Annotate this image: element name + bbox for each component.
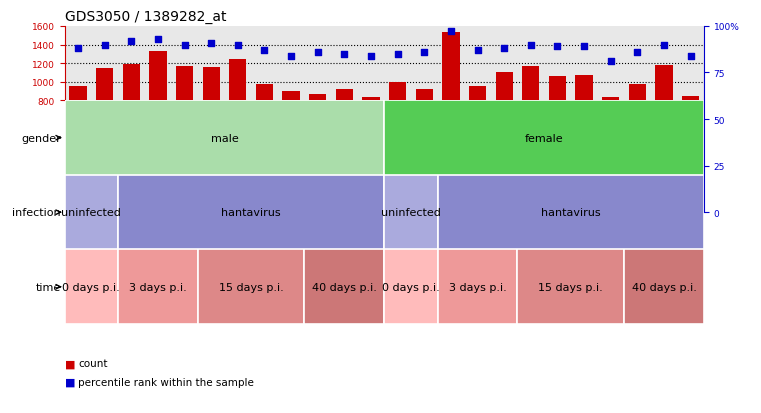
Bar (65, 101, 384, 176)
Point (498, 46, 510, 52)
Point (72, 46, 84, 52)
Text: 15 days p.i.: 15 days p.i. (218, 282, 284, 292)
Point (338, 51, 350, 58)
Bar (256, 172, 273, 213)
Point (658, 42, 670, 49)
Text: 3 days p.i.: 3 days p.i. (129, 282, 186, 292)
Text: 40 days p.i.: 40 days p.i. (312, 282, 377, 292)
Text: female: female (525, 133, 563, 143)
Bar (384, 250, 438, 324)
Point (151, 36, 164, 43)
Text: hantavirus: hantavirus (541, 208, 600, 218)
Point (365, 53, 377, 60)
Bar (176, 127, 193, 213)
Bar (149, 90, 167, 213)
Text: 40 days p.i.: 40 days p.i. (632, 282, 696, 292)
Point (684, 53, 696, 60)
Point (391, 51, 403, 58)
Point (178, 42, 190, 49)
Bar (602, 204, 619, 213)
Bar (384, 176, 438, 250)
Bar (118, 250, 198, 324)
Point (471, 47, 484, 54)
Text: hantavirus: hantavirus (221, 208, 281, 218)
Bar (304, 250, 384, 324)
Point (578, 44, 590, 50)
Bar (198, 250, 304, 324)
Point (205, 40, 218, 47)
Bar (336, 185, 353, 213)
Text: GDS3050 / 1389282_at: GDS3050 / 1389282_at (65, 10, 226, 24)
Bar (384, 101, 704, 176)
Bar (229, 108, 247, 213)
Bar (123, 121, 140, 213)
Bar (442, 43, 460, 213)
Bar (629, 172, 646, 213)
Bar (517, 250, 624, 324)
Text: infection: infection (12, 208, 61, 218)
Bar (575, 150, 593, 213)
Bar (65, 176, 118, 250)
Point (524, 42, 537, 49)
Text: percentile rank within the sample: percentile rank within the sample (78, 377, 254, 387)
Bar (202, 130, 220, 213)
Bar (389, 166, 406, 213)
Point (231, 42, 244, 49)
Text: time: time (36, 282, 61, 292)
Text: uninfected: uninfected (381, 208, 441, 218)
Bar (522, 128, 540, 213)
Bar (438, 250, 517, 324)
Bar (96, 133, 113, 213)
Bar (69, 176, 87, 213)
Point (604, 59, 616, 65)
Text: uninfected: uninfected (62, 208, 121, 218)
Text: ■: ■ (65, 358, 75, 368)
Point (98, 42, 111, 49)
Bar (118, 176, 384, 250)
Bar (309, 197, 326, 213)
Point (444, 29, 457, 36)
Point (285, 53, 297, 60)
Text: count: count (78, 358, 108, 368)
Text: ■: ■ (65, 377, 75, 387)
Text: 0 days p.i.: 0 days p.i. (382, 282, 440, 292)
Bar (469, 178, 486, 213)
Bar (65, 250, 118, 324)
Bar (282, 188, 300, 213)
Text: 3 days p.i.: 3 days p.i. (449, 282, 506, 292)
Point (125, 38, 137, 45)
Bar (362, 204, 380, 213)
Text: gender: gender (21, 133, 61, 143)
Bar (438, 176, 704, 250)
Point (312, 50, 324, 56)
Bar (549, 152, 566, 213)
Text: 15 days p.i.: 15 days p.i. (538, 282, 603, 292)
Bar (416, 185, 433, 213)
Bar (495, 141, 513, 213)
Text: 0 days p.i.: 0 days p.i. (62, 282, 120, 292)
Point (419, 50, 431, 56)
Bar (682, 202, 699, 213)
Point (631, 50, 643, 56)
Bar (655, 123, 673, 213)
Text: male: male (211, 133, 238, 143)
Point (551, 44, 563, 50)
Point (258, 47, 271, 54)
Bar (624, 250, 704, 324)
